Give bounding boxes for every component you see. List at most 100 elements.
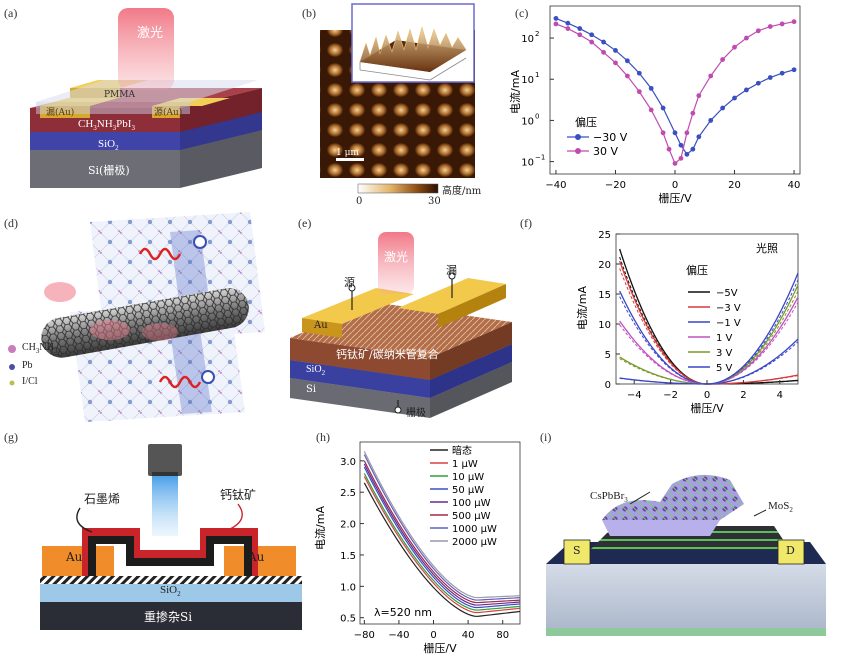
y-tick-exp-c: 2 [535, 30, 539, 38]
series-line-h-6 [363, 454, 521, 601]
x-tick-label-c: −20 [605, 180, 626, 191]
data-point-c [690, 146, 696, 152]
x-tick-label-c: 40 [788, 180, 801, 191]
data-point-c [732, 44, 737, 50]
panel-label-e: (e) [298, 216, 312, 230]
series-line-f-0 [619, 248, 799, 385]
y-tick-label-c: 10 [521, 34, 534, 45]
si-label-a: Si(栅极) [88, 164, 130, 177]
drain-label-e: 漏 [446, 264, 457, 277]
series-line-h-7 [363, 451, 521, 599]
y-tick-label-c: 10 [521, 75, 534, 86]
y-tick-label-f: 0 [605, 380, 611, 391]
colorbar-min: 0 [356, 196, 363, 207]
data-point-c [684, 130, 690, 136]
au-left-label: Au [66, 550, 83, 564]
x-tick-label-f: −2 [663, 390, 678, 401]
series-line-h-0 [363, 482, 521, 617]
data-point-c [565, 20, 571, 26]
device-schematic-e [290, 232, 512, 418]
data-point-c [589, 32, 595, 38]
data-point-c [779, 21, 785, 27]
cspbbr3-label: CsPbBr3 [590, 490, 628, 505]
data-point-c [565, 26, 571, 31]
device-schematic-i [546, 474, 826, 636]
legend-item-f-0: −5V [716, 288, 738, 299]
x-tick-label-h: 80 [496, 630, 509, 641]
s-electrode-label: S [573, 544, 581, 557]
legend-item-h-2: 10 μW [452, 472, 484, 483]
data-point-c [613, 48, 618, 53]
annotation-h: λ=520 nm [374, 606, 432, 619]
x-tick-label-f: −4 [627, 390, 642, 401]
panel-label-c: (c) [515, 6, 529, 20]
data-point-c [678, 142, 684, 148]
data-point-c [553, 21, 559, 27]
data-point-c [708, 118, 714, 123]
laser-label-a: 激光 [137, 26, 164, 41]
device-schematic-a [30, 8, 262, 188]
data-point-c [755, 28, 761, 34]
legend-d-icl: I/Cl [22, 376, 38, 387]
data-point-c [678, 155, 684, 161]
legend-f: −5V −3 V −1 V 1 V 3 V 5 V [688, 288, 741, 374]
sio2-label-e: SiO2 [306, 364, 326, 377]
au-right-label: Au [248, 550, 265, 564]
data-point-c [767, 24, 773, 29]
legend-item-f-5: 5 V [716, 363, 733, 374]
legend-item-h-1: 1 μW [452, 459, 478, 470]
chart-f: −4 −2 0 2 4 0 5 10 15 20 25 栅压/V 电流/mA 光照 偏压 −5V −3… [575, 230, 799, 415]
data-point-c [708, 73, 714, 79]
series-line-h-3 [363, 466, 521, 609]
data-point-c [767, 75, 773, 80]
data-point-c [744, 87, 749, 93]
x-tick-label-c: 20 [728, 180, 741, 191]
data-point-c [601, 39, 606, 45]
legend-h: 暗态 1 μW 10 μW 50 μW 100 μW 500 μW 1000 μW 2000 … [430, 444, 497, 548]
legend-item-h-0: 暗态 [452, 444, 472, 457]
panel-label-d: (d) [4, 216, 18, 230]
panel-f: (f) −4 −2 0 2 4 0 5 10 15 20 25 栅压/V 电流/mA 光照 偏压 −… [520, 212, 842, 422]
data-point-c [779, 70, 785, 76]
series-dashed-f-5 [619, 279, 799, 385]
legend-item-h-6: 1000 μW [452, 524, 497, 535]
data-point-c [791, 19, 797, 25]
afm-image [320, 3, 475, 194]
data-point-c [672, 130, 678, 136]
series-dashed-f-3 [619, 301, 799, 385]
panel-label-b: (b) [302, 6, 316, 20]
panel-h: (h) −80 −40 0 40 80 0.5 1.0 1.5 2.0 2.5 3.0 栅压/V 电… [310, 424, 530, 656]
graphene-label: 石墨烯 [84, 492, 121, 506]
data-point-c [690, 110, 696, 116]
data-point-c [755, 80, 761, 86]
data-point-c [660, 130, 666, 136]
light-label-f: 光照 [756, 241, 778, 255]
data-point-c [684, 151, 690, 157]
y-tick-label-h: 2.0 [340, 520, 356, 531]
panel-i: (i) CsP [530, 424, 842, 656]
panel-label-g: (g) [4, 430, 18, 444]
series-line-h-4 [363, 463, 521, 606]
x-tick-label-f: 4 [777, 390, 783, 401]
molecular-schematic-d [8, 212, 265, 422]
panel-label-h: (h) [316, 430, 330, 444]
data-point-c [672, 161, 678, 166]
x-axis-label-c: 栅压/V [658, 191, 692, 205]
panel-d: (d) [0, 212, 275, 422]
source-label-e: 源 [344, 276, 355, 289]
scale-bar-label: 1 μm [336, 148, 359, 158]
y-tick-label-f: 25 [598, 230, 611, 241]
si-label-g: 重掺杂Si [144, 610, 193, 624]
perovskite-label-g: 钙钛矿 [220, 488, 257, 502]
data-point-c [720, 57, 726, 62]
y-tick-label-c: 10 [521, 158, 534, 169]
data-point-c [732, 95, 737, 101]
data-point-c [613, 60, 618, 66]
chart-h: −80 −40 0 40 80 0.5 1.0 1.5 2.0 2.5 3.0 栅压/V 电流/mA… [313, 441, 521, 655]
y-tick-label-h: 0.5 [340, 614, 356, 625]
data-point-c [577, 26, 583, 31]
y-tick-label-f: 5 [605, 350, 611, 361]
data-point-c [648, 107, 654, 113]
pmma-label: PMMA [104, 90, 135, 100]
